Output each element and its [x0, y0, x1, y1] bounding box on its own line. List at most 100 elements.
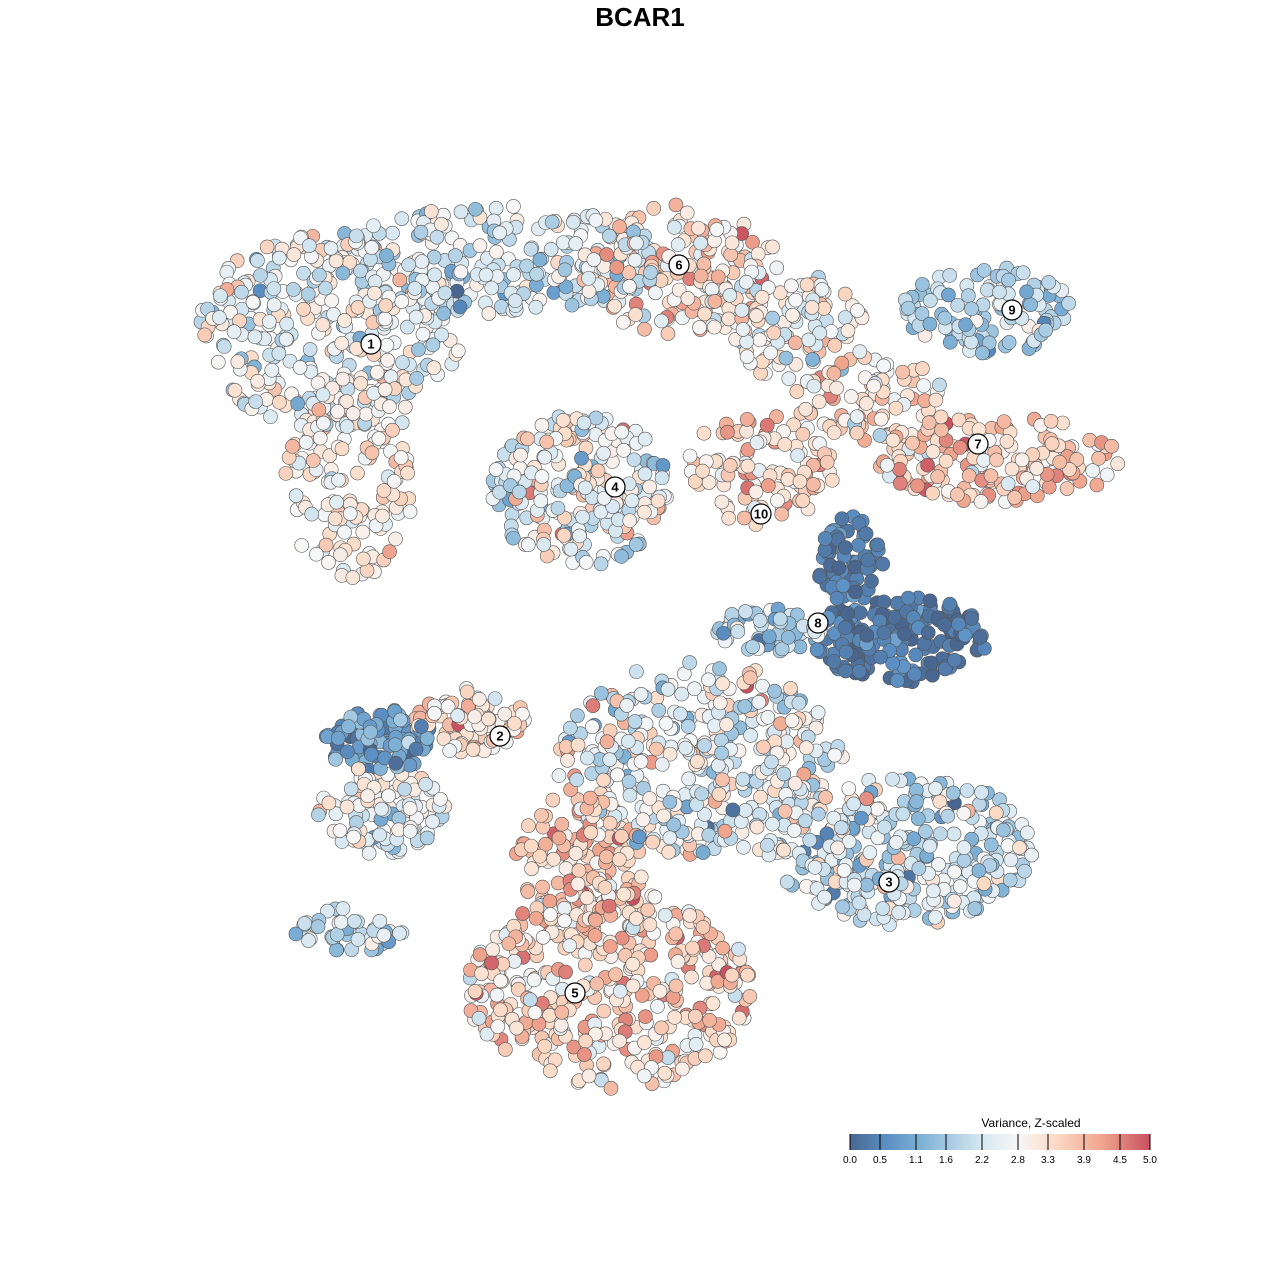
data-point: [859, 396, 874, 411]
data-point: [1038, 322, 1054, 338]
data-point: [933, 826, 948, 842]
data-point: [545, 792, 561, 808]
data-point: [628, 537, 644, 552]
data-point: [684, 969, 699, 985]
data-point: [668, 197, 684, 213]
legend-tick-label: 0.5: [873, 1155, 887, 1166]
data-point: [311, 402, 327, 418]
data-point: [846, 796, 861, 812]
data-point: [877, 819, 892, 835]
data-point: [947, 864, 962, 880]
data-point: [890, 673, 905, 688]
data-point: [722, 458, 738, 473]
data-point: [1003, 852, 1019, 868]
data-point: [364, 747, 379, 762]
data-point: [318, 537, 334, 553]
data-point: [817, 531, 833, 546]
cluster-label-4: 4: [604, 476, 626, 498]
data-point: [612, 983, 628, 999]
data-point: [555, 412, 571, 428]
data-point: [599, 849, 614, 865]
data-point: [578, 1033, 593, 1049]
data-point: [761, 629, 777, 644]
legend-tick-label: 3.9: [1077, 1155, 1091, 1166]
data-point: [784, 713, 800, 728]
data-point: [693, 235, 708, 251]
data-point: [714, 745, 729, 761]
data-point: [304, 506, 319, 522]
cluster-label-marker: [564, 982, 586, 1004]
data-point: [637, 466, 653, 482]
data-point: [776, 766, 792, 782]
data-point: [583, 825, 599, 840]
data-point: [366, 218, 381, 234]
data-point: [437, 285, 453, 301]
data-point: [286, 247, 302, 262]
data-point: [528, 911, 544, 926]
data-point: [337, 524, 352, 540]
data-point: [593, 556, 609, 572]
data-point: [520, 884, 536, 899]
cluster-label-2: 2: [489, 725, 511, 747]
data-point: [792, 474, 808, 489]
data-point: [934, 422, 949, 438]
data-point: [448, 248, 463, 263]
data-point: [434, 217, 449, 232]
data-point: [854, 810, 869, 826]
data-point: [523, 241, 539, 257]
data-point: [681, 771, 696, 787]
cluster-label-text: 8: [814, 616, 821, 631]
data-point: [711, 786, 727, 802]
data-point: [860, 552, 876, 568]
data-point: [725, 802, 741, 818]
data-point: [680, 291, 696, 306]
data-point: [234, 284, 249, 300]
data-point: [789, 384, 805, 399]
data-point: [1059, 481, 1075, 496]
data-point: [774, 641, 790, 657]
data-point: [527, 1005, 543, 1020]
data-point: [737, 699, 753, 714]
data-point: [227, 382, 243, 398]
data-point: [328, 806, 344, 822]
data-point: [546, 851, 561, 867]
data-point: [449, 283, 465, 299]
data-point: [693, 268, 709, 284]
data-point: [356, 551, 371, 567]
data-point: [292, 360, 308, 375]
data-point: [388, 531, 403, 547]
cluster-label-text: 1: [367, 337, 374, 352]
data-point: [557, 900, 572, 916]
cluster-label-text: 9: [1008, 303, 1015, 318]
data-point: [413, 224, 429, 240]
data-point: [612, 1033, 627, 1049]
data-point: [409, 371, 424, 386]
data-point: [933, 409, 949, 425]
data-point: [905, 435, 920, 451]
data-point: [543, 242, 559, 257]
data-point: [849, 425, 865, 441]
data-point: [358, 406, 374, 422]
data-point: [213, 288, 228, 304]
data-point: [760, 837, 775, 853]
data-point: [1025, 479, 1041, 494]
data-point: [697, 807, 712, 822]
data-point: [460, 698, 476, 714]
data-point: [654, 470, 670, 486]
data-point: [414, 254, 430, 269]
data-point: [588, 212, 604, 228]
data-point: [837, 620, 853, 636]
data-point: [748, 484, 764, 500]
data-point: [369, 364, 385, 380]
data-point: [563, 541, 579, 557]
data-point: [474, 966, 489, 981]
data-point: [535, 879, 550, 895]
data-point: [688, 1036, 704, 1052]
data-point: [570, 708, 585, 723]
data-point: [436, 731, 452, 747]
data-point: [876, 594, 892, 610]
data-point: [885, 771, 900, 787]
data-point: [1041, 275, 1057, 290]
cluster-label-8: 8: [807, 612, 829, 634]
data-point: [892, 475, 908, 491]
